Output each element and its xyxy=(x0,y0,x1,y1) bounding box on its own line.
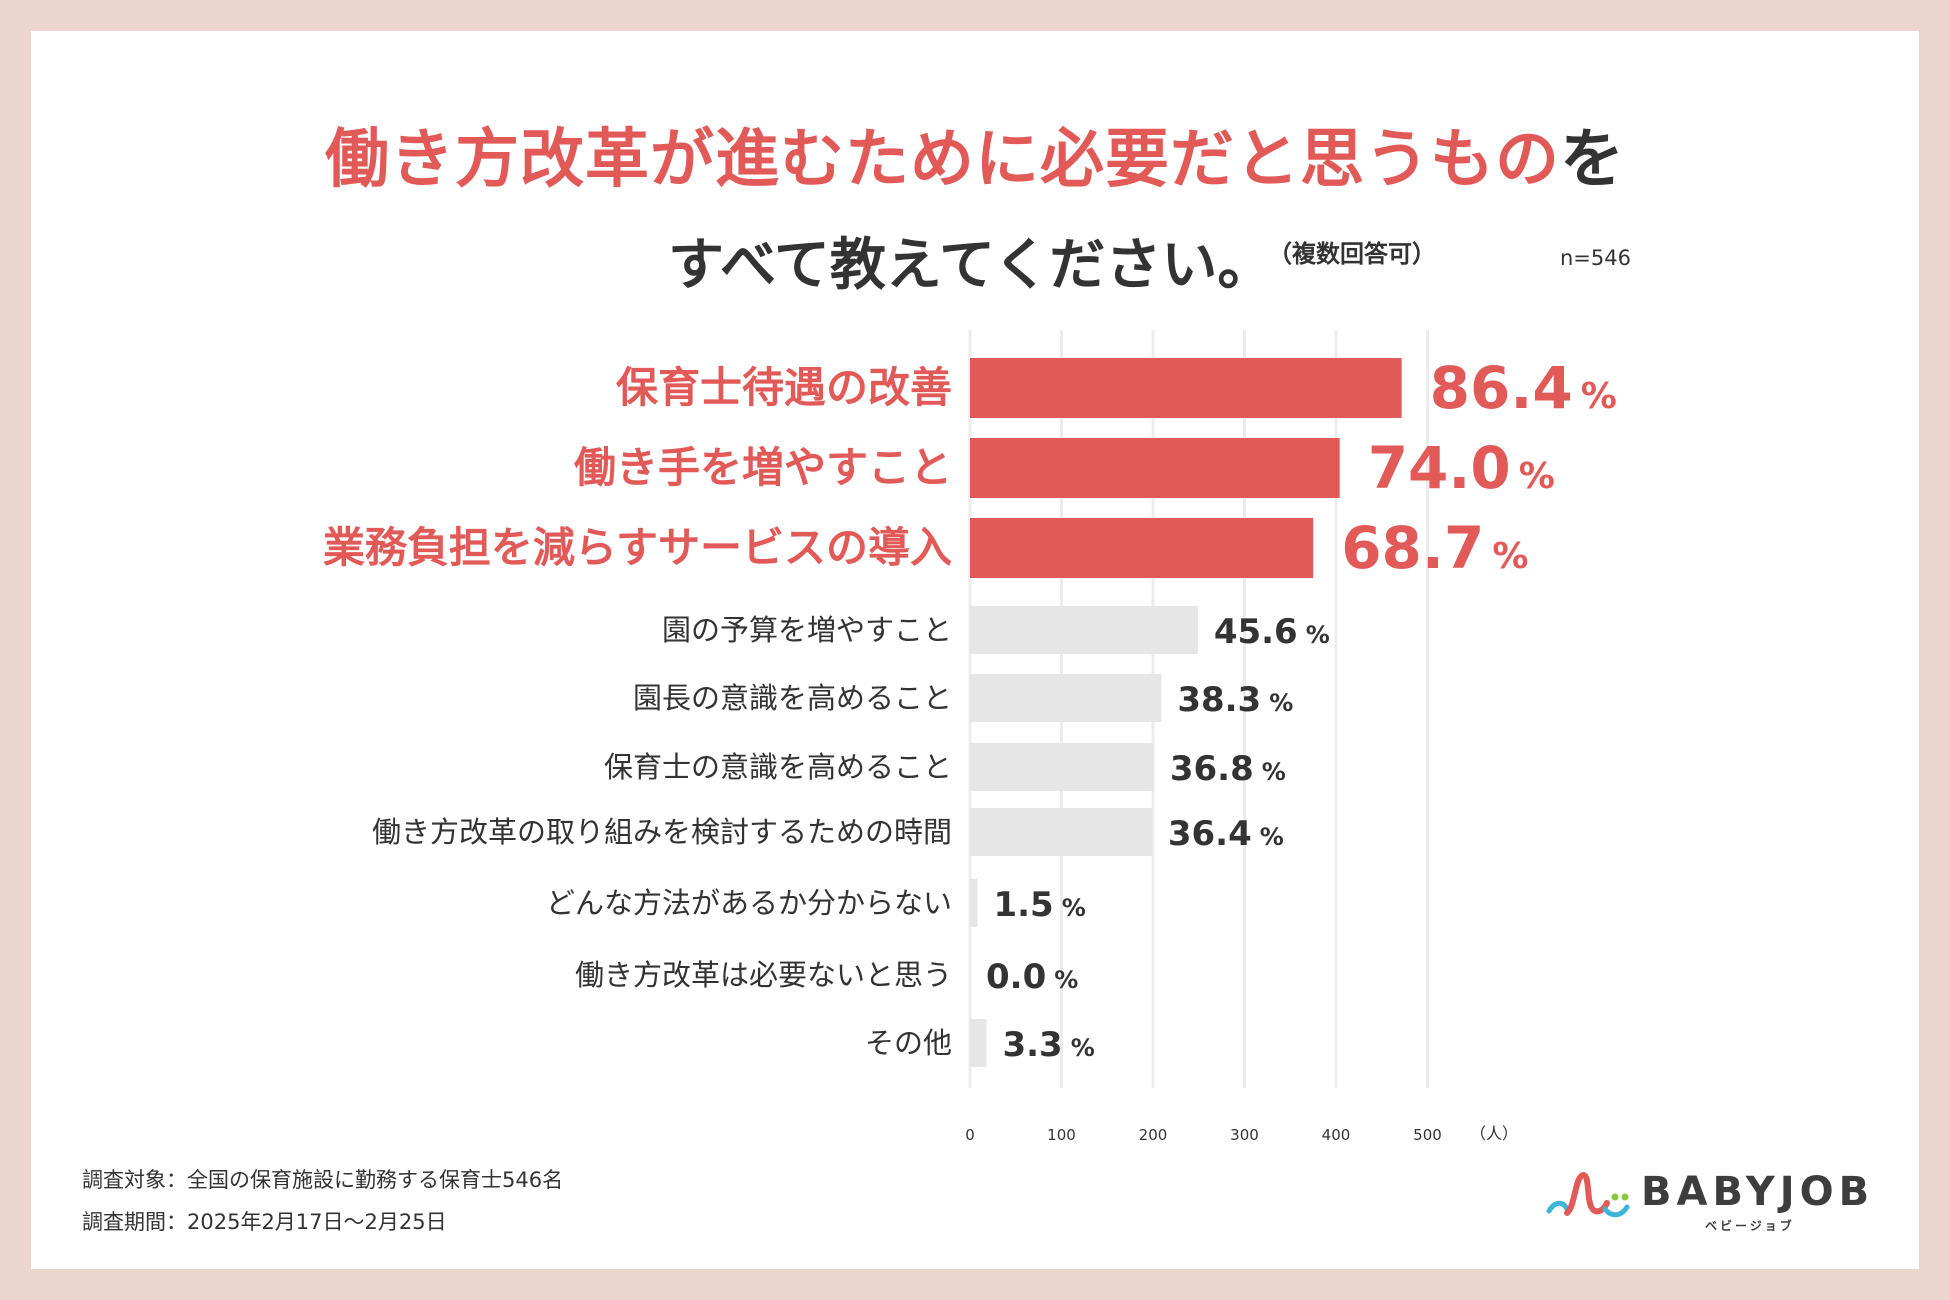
bar-6 xyxy=(970,808,1152,856)
category-label: 働き方改革は必要ないと思う xyxy=(575,958,952,992)
x-tick-label: 200 xyxy=(1139,1126,1168,1144)
value-percent-sign: % xyxy=(1306,621,1330,649)
value-percent-sign: % xyxy=(1492,536,1528,577)
x-tick-label: 100 xyxy=(1047,1126,1076,1144)
title-main: 働き方改革が進むために必要だと思うもの xyxy=(325,123,1560,197)
survey-target: 調査対象：全国の保育施設に勤務する保育士546名 xyxy=(82,1168,564,1192)
value-percent-sign: % xyxy=(1054,966,1078,994)
value-percent-sign: % xyxy=(1581,376,1617,417)
value-percent-sign: % xyxy=(1269,689,1293,717)
chart-title-line2: すべて教えてください。 xyxy=(668,233,1274,298)
x-tick-label: 0 xyxy=(965,1126,975,1144)
bar-5 xyxy=(970,743,1154,791)
value-label: 38.3 xyxy=(1177,680,1261,720)
survey-period: 調査期間：2025年2月17日〜2月25日 xyxy=(82,1210,447,1234)
x-tick-label: 400 xyxy=(1322,1126,1351,1144)
category-label: 業務負担を減らすサービスの導入 xyxy=(323,523,952,572)
value-percent-sign: % xyxy=(1071,1034,1095,1062)
logo-text: BABYJOB xyxy=(1641,1169,1875,1215)
value-percent-sign: % xyxy=(1262,758,1286,786)
value-label: 36.4 xyxy=(1168,814,1252,854)
x-tick-label: 300 xyxy=(1230,1126,1259,1144)
category-label: 働き方改革の取り組みを検討するための時間 xyxy=(372,815,952,849)
x-axis-unit: （人） xyxy=(1470,1124,1518,1143)
bar-3 xyxy=(970,606,1198,654)
logo-mark-icon xyxy=(1546,1171,1630,1218)
category-label: どんな方法があるか分からない xyxy=(546,886,952,920)
sample-size: n=546 xyxy=(1560,246,1631,270)
value-label: 0.0 xyxy=(986,957,1046,997)
logo-subtext: ベビージョブ xyxy=(1705,1219,1795,1233)
bar-2 xyxy=(970,518,1314,578)
category-label: 保育士待遇の改善 xyxy=(616,363,952,412)
multiple-answer-note: （複数回答可） xyxy=(1268,240,1436,268)
category-label: その他 xyxy=(865,1026,952,1060)
bar-4 xyxy=(970,674,1162,722)
value-percent-sign: % xyxy=(1260,823,1284,851)
category-label: 保育士の意識を高めること xyxy=(604,750,952,784)
bar-chart: 0 100 200 300 400 500 （人） 保育士待遇の改善 86.4 % 働き手を増やすこ… xyxy=(323,330,1617,1144)
value-label: 1.5 xyxy=(993,885,1053,925)
value-label: 45.6 xyxy=(1214,612,1298,652)
bar-9 xyxy=(970,1019,987,1067)
value-label: 36.8 xyxy=(1170,749,1254,789)
title-suffix: を xyxy=(1560,123,1625,197)
value-label: 86.4 xyxy=(1430,354,1573,422)
value-label: 74.0 xyxy=(1368,434,1511,502)
bar-7 xyxy=(970,879,978,927)
babyjob-logo: BABYJOB ベビージョブ xyxy=(1545,1163,1869,1233)
bar-1 xyxy=(970,438,1340,498)
value-label: 68.7 xyxy=(1341,514,1484,582)
category-label: 園長の意識を高めること xyxy=(633,681,952,715)
x-tick-label: 500 xyxy=(1413,1126,1442,1144)
category-label: 働き手を増やすこと xyxy=(574,443,952,492)
value-percent-sign: % xyxy=(1519,456,1555,497)
chart-title-line1: 働き方改革が進むために必要だと思うものを xyxy=(0,108,1950,200)
category-label: 園の予算を増やすこと xyxy=(662,613,952,647)
bar-0 xyxy=(970,358,1402,418)
value-percent-sign: % xyxy=(1062,894,1086,922)
value-label: 3.3 xyxy=(1002,1025,1062,1065)
